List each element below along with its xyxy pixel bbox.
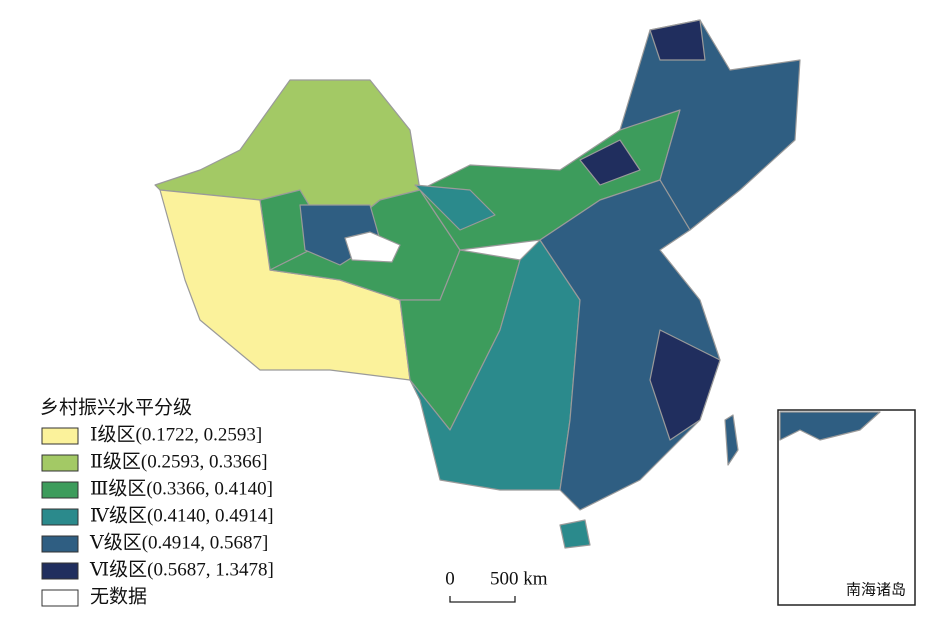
legend-swatch: [41, 454, 79, 472]
legend-label: Ⅲ级区(0.3366, 0.4140]: [90, 477, 273, 499]
legend-label: Ⅱ级区(0.2593, 0.3366]: [90, 450, 268, 472]
inset: 南海诸岛: [777, 409, 916, 606]
scale-bar: 0 500 km: [445, 568, 548, 603]
scale-line: [449, 596, 516, 603]
inset-land: [779, 411, 881, 441]
legend-swatch: [41, 535, 79, 553]
scale-end: 500 km: [490, 568, 548, 589]
legend-swatch: [41, 427, 79, 445]
region-no-data: [344, 231, 401, 263]
legend-swatch: [41, 508, 79, 526]
region-gansu: [414, 184, 496, 231]
legend-label: Ⅰ级区(0.1722, 0.2593]: [90, 423, 262, 445]
china-map: [154, 19, 801, 549]
legend-label: Ⅴ级区(0.4914, 0.5687]: [89, 531, 268, 553]
legend-swatch: [41, 562, 79, 580]
inset-label: 南海诸岛: [846, 581, 906, 598]
legend-swatch: [41, 481, 79, 499]
region-taiwan: [724, 414, 739, 466]
legend-title: 乡村振兴水平分级: [40, 396, 192, 418]
legend: 乡村振兴水平分级 Ⅰ级区(0.1722, 0.2593] Ⅱ级区(0.2593, …: [40, 396, 274, 607]
legend-label: Ⅳ级区(0.4140, 0.4914]: [90, 504, 274, 526]
legend-label: Ⅵ级区(0.5687, 1.3478]: [89, 558, 274, 580]
region-coast: [649, 329, 721, 441]
region-hainan: [559, 519, 591, 549]
inset-frame: [777, 409, 916, 606]
scale-start: 0: [445, 568, 455, 589]
legend-swatch: [41, 589, 79, 607]
region-northeast-dark: [649, 19, 706, 61]
legend-label: 无数据: [90, 585, 147, 607]
region-hulunbuir: [579, 139, 641, 186]
